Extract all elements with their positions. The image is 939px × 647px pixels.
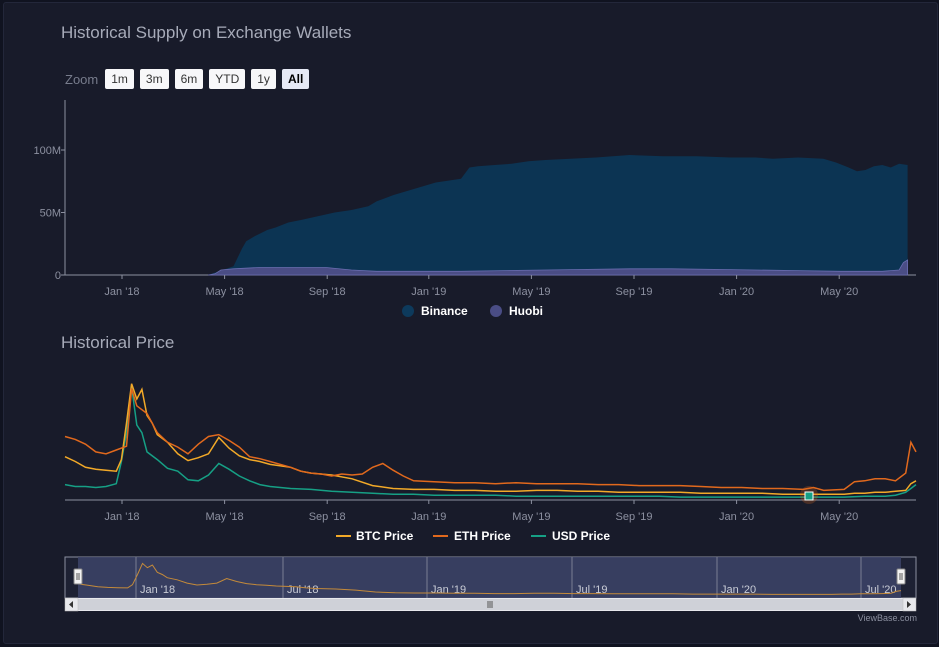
price-x-tick-label: May '20 [820,511,858,523]
price-x-tick-label: May '18 [206,511,244,523]
supply-x-tick-label: Jan '20 [719,286,754,298]
navigator-scrollbar[interactable] [64,597,917,612]
zoom-label: Zoom [65,71,99,87]
price-plot: Jan '18 May '18 Sep '18 Jan '19 May '19 Sep '… [64,383,917,523]
price-x-tick-label: Sep '18 [309,511,346,523]
supply-x-tick-label: May '20 [820,286,858,298]
legend-btc-label: BTC Price [356,529,414,543]
legend-huobi-label: Huobi [509,304,543,318]
zoom-3m-button[interactable]: 3m [139,69,169,89]
supply-x-tick-label: Jan '18 [104,286,139,298]
supply-x-tick-label: Jan '19 [411,286,446,298]
legend-binance-label: Binance [421,304,468,318]
supply-y-tick-label: 100M [33,145,61,157]
supply-legend: Binance Huobi [402,304,543,318]
zoom-ytd-button[interactable]: YTD [209,69,246,89]
legend-item-usd[interactable]: USD Price [531,529,610,543]
zoom-1y-button[interactable]: 1y [251,69,276,89]
supply-y-tick-label: 0 [55,270,61,282]
price-x-tick-label: Jan '18 [104,511,139,523]
supply-x-tick-label: Sep '19 [616,286,653,298]
navigator-x-label: Jul '18 [287,584,318,596]
navigator-x-label: Jan '20 [721,584,756,596]
supply-chart-title: Historical Supply on Exchange Wallets [61,23,352,42]
price-x-tick-label: Jan '19 [411,511,446,523]
legend-usd-label: USD Price [552,529,610,543]
chart-panel: Historical Supply on Exchange Wallets Zo… [3,2,938,644]
supply-y-tick-label: 50M [40,208,61,220]
price-x-tick-label: May '19 [512,511,550,523]
binance-area [208,155,908,275]
navigator-right-handle[interactable] [896,568,906,585]
supply-x-tick-label: Sep '18 [309,286,346,298]
usd-price-line [64,386,917,498]
scroll-right-arrow[interactable] [902,597,917,612]
zoom-6m-button[interactable]: 6m [174,69,204,89]
zoom-1m-button[interactable]: 1m [105,69,134,89]
navigator-selection[interactable] [78,557,901,598]
navigator-x-label: Jan '18 [140,584,175,596]
scroll-grip [487,601,493,608]
price-x-tick-label: Sep '19 [616,511,653,523]
hover-point-marker [804,491,814,501]
legend-huobi-marker [490,305,502,317]
price-x-tick-label: Jan '20 [719,511,754,523]
legend-item-eth[interactable]: ETH Price [433,529,511,543]
legend-item-huobi[interactable]: Huobi [490,304,543,318]
supply-x-tick-label: May '19 [512,286,550,298]
navigator-x-label: Jul '19 [576,584,607,596]
zoom-bar: Zoom 1m 3m 6m YTD 1y All [65,68,310,90]
btc-price-line [64,383,917,495]
credit-link[interactable]: ViewBase.com [857,613,917,623]
supply-plot: 100M 50M 0 Jan '18 May '18 Sep '18 Jan '19 May… [33,100,916,298]
price-chart-title: Historical Price [61,333,175,352]
eth-price-line [64,388,917,492]
scroll-left-arrow[interactable] [64,597,79,612]
legend-item-btc[interactable]: BTC Price [336,529,414,543]
navigator-x-label: Jan '19 [431,584,466,596]
legend-item-binance[interactable]: Binance [402,304,468,318]
navigator-left-handle[interactable] [73,568,83,585]
legend-binance-marker [402,305,414,317]
legend-eth-label: ETH Price [454,529,511,543]
price-legend: BTC Price ETH Price USD Price [336,529,610,543]
navigator-series-line [77,562,902,595]
huobi-area [208,259,908,276]
zoom-all-button[interactable]: All [281,69,310,89]
supply-x-tick-label: May '18 [206,286,244,298]
navigator[interactable]: Jan '18 Jul '18 Jan '19 Jul '19 Jan '20 Jul '… [64,556,917,599]
